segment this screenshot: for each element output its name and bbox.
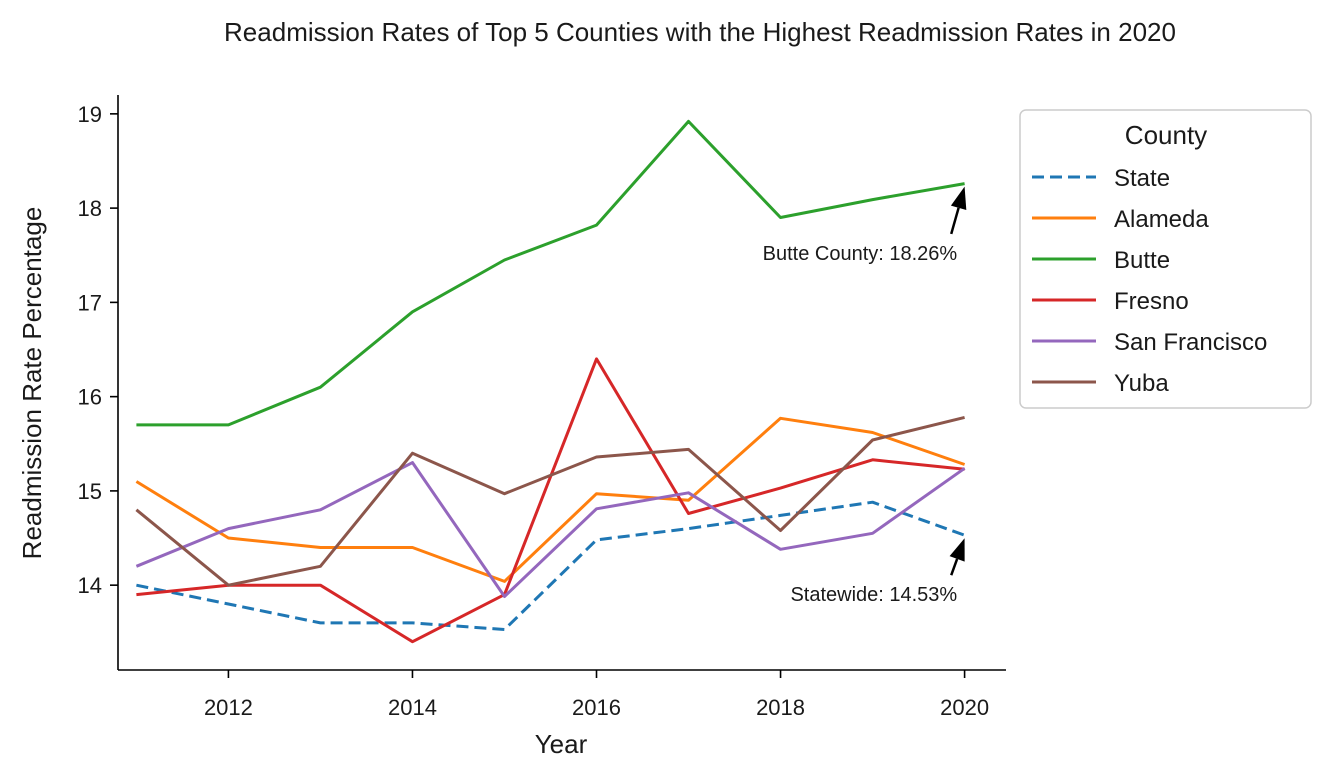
x-tick-label: 2016 (572, 695, 621, 720)
legend-label-butte: Butte (1114, 247, 1170, 274)
y-axis-label: Readmission Rate Percentage (17, 207, 47, 560)
y-tick-label: 19 (78, 102, 102, 127)
x-tick-label: 2012 (204, 695, 253, 720)
series-line-yuba (135, 415, 965, 587)
series-line-butte (136, 119, 965, 427)
y-tick-label: 17 (78, 290, 102, 315)
y-tick-label: 18 (78, 196, 102, 221)
annotations: Butte County: 18.26% Statewide: 14.53% (763, 186, 967, 606)
legend-title: County (1125, 120, 1207, 150)
x-tick-label: 2020 (940, 695, 989, 720)
series-lines (135, 119, 966, 644)
legend-label-state: State (1114, 165, 1170, 192)
annotation-arrow-head (949, 538, 965, 562)
annotation-label: Statewide: 14.53% (790, 584, 957, 606)
legend-items: State Alameda Butte Fresno San Francisco Yuba (1032, 165, 1267, 397)
legend-label-fresno: Fresno (1114, 288, 1189, 315)
y-tick-label: 15 (78, 479, 102, 504)
chart-title: Readmission Rates of Top 5 Counties with… (224, 17, 1176, 47)
series-line-state (136, 500, 966, 631)
series-line-san-francisco (135, 461, 966, 598)
annotation-arrow-shaft (950, 207, 960, 235)
annotation-arrow-head (950, 186, 967, 210)
annotation-label: Butte County: 18.26% (763, 243, 958, 265)
x-tick-label: 2018 (756, 695, 805, 720)
series-line-alameda (135, 416, 966, 583)
y-tick-label: 16 (78, 385, 102, 410)
y-tick-label: 14 (78, 573, 102, 598)
x-tick-label: 2014 (388, 695, 437, 720)
x-axis-label: Year (535, 729, 588, 759)
annotation-arrow-shaft (950, 558, 959, 576)
legend-label-yuba: Yuba (1114, 370, 1169, 397)
legend: County State Alameda Butte Fresno San Franci… (1019, 109, 1312, 409)
x-ticks: 2012 2014 2016 2018 2020 (204, 670, 989, 720)
legend-frame (1019, 109, 1312, 409)
plot-area: 2012 2014 2016 2018 2020 14 15 16 17 18 19 Butte … (78, 95, 1006, 720)
legend-label-san-francisco: San Francisco (1114, 329, 1267, 356)
y-ticks: 14 15 16 17 18 19 (78, 102, 118, 598)
legend-label-alameda: Alameda (1114, 206, 1209, 233)
